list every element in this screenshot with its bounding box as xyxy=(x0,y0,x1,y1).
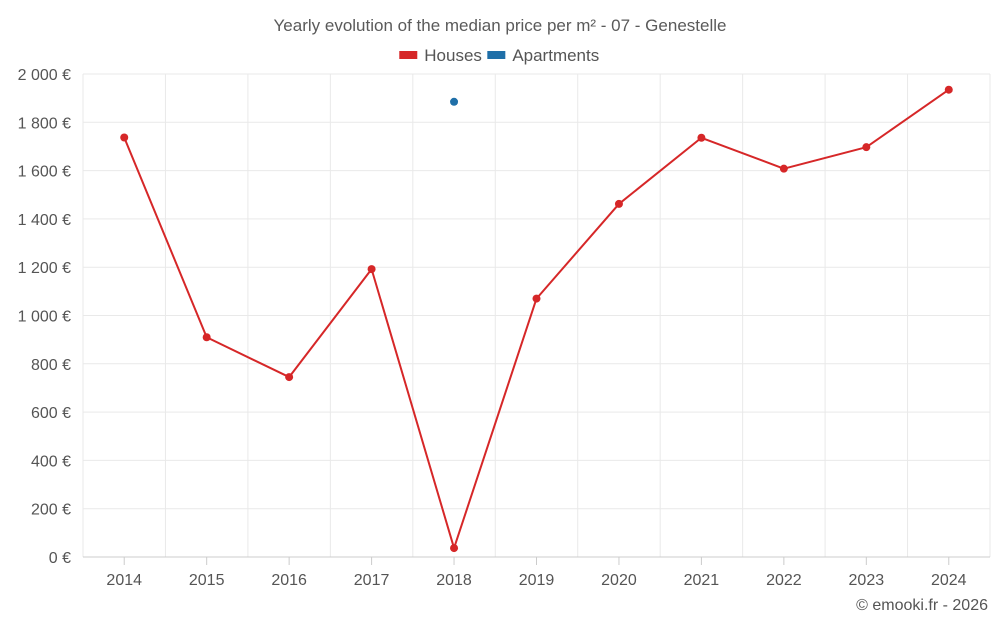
y-tick-label: 2 000 € xyxy=(18,67,71,84)
y-tick-label: 200 € xyxy=(31,502,71,519)
legend-swatch-houses xyxy=(399,51,418,59)
x-tick-label: 2014 xyxy=(106,572,142,589)
data-point-houses xyxy=(202,333,211,342)
y-tick-label: 0 € xyxy=(49,550,71,567)
x-tick-label: 2019 xyxy=(519,572,555,589)
credit-text: © emooki.fr - 2026 xyxy=(856,597,988,614)
data-point-houses xyxy=(367,265,376,274)
data-point-houses xyxy=(120,133,129,142)
data-point-houses xyxy=(862,143,871,152)
x-tick-label: 2023 xyxy=(849,572,885,589)
y-tick-label: 1 800 € xyxy=(18,115,71,132)
x-tick-label: 2020 xyxy=(601,572,637,589)
y-tick-label: 1 200 € xyxy=(18,260,71,277)
y-tick-label: 1 400 € xyxy=(18,212,71,229)
x-tick-label: 2016 xyxy=(271,572,307,589)
data-point-houses xyxy=(285,373,294,382)
legend-label-houses: Houses xyxy=(424,46,482,65)
x-tick-label: 2018 xyxy=(436,572,472,589)
x-tick-label: 2021 xyxy=(684,572,720,589)
data-point-houses xyxy=(944,85,953,94)
legend-swatch-apartments xyxy=(487,51,506,59)
y-tick-label: 1 600 € xyxy=(18,164,71,181)
data-point-houses xyxy=(697,133,706,142)
data-point-houses xyxy=(450,544,459,553)
y-tick-label: 600 € xyxy=(31,405,71,422)
data-point-houses xyxy=(614,199,623,208)
x-tick-label: 2017 xyxy=(354,572,390,589)
series-layer xyxy=(120,85,953,553)
grid xyxy=(82,73,991,557)
y-tick-label: 800 € xyxy=(31,357,71,374)
legend-label-apartments: Apartments xyxy=(512,46,599,65)
data-point-houses xyxy=(779,164,788,173)
x-tick-label: 2022 xyxy=(766,572,802,589)
data-point-apartments xyxy=(450,97,459,106)
axes: 0 € 200 € 400 € 600 € 800 € 1 000 € 1 200 € 1 4… xyxy=(18,67,990,589)
x-tick-label: 2024 xyxy=(931,572,967,589)
y-tick-label: 400 € xyxy=(31,453,71,470)
legend: Houses Apartments xyxy=(399,46,599,65)
chart-title: Yearly evolution of the median price per… xyxy=(274,16,727,35)
y-tick-label: 1 000 € xyxy=(18,309,71,326)
x-tick-label: 2015 xyxy=(189,572,225,589)
data-point-houses xyxy=(532,294,541,303)
